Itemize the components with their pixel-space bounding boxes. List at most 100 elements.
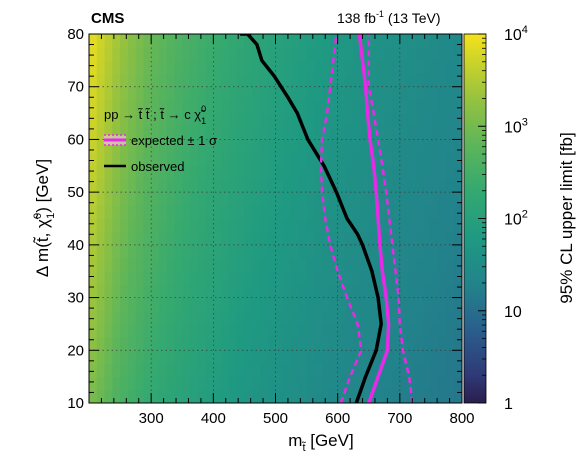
heatmap-cell [190,34,199,48]
heatmap-cell [423,350,432,365]
heatmap-cell [213,258,222,272]
heatmap-cell [360,126,370,141]
heatmap-cell [120,337,129,351]
y-axis-title: Δ m(t̃, χ̃01) [GeV] [32,159,57,277]
heatmap-cell [120,310,129,325]
heatmap-cell [151,323,160,338]
heatmap-cell [275,284,284,299]
heatmap-cell [213,113,222,127]
heatmap-cell [283,60,292,75]
heatmap-cell [190,231,199,246]
heatmap-cell [259,47,269,61]
heatmap-cell [190,323,199,338]
heatmap-cell [236,284,246,299]
heatmap-cell [259,218,269,233]
heatmap-cell [221,139,230,154]
heatmap-cell [360,231,370,246]
heatmap-cell [89,86,98,101]
heatmap-cell [197,60,207,75]
heatmap-cell [322,350,331,365]
heatmap-cell [104,165,113,180]
heatmap-cell [104,297,113,312]
heatmap-cell [337,165,347,180]
heatmap-cell [236,376,246,391]
heatmap-cell [174,99,183,114]
heatmap-cell [104,47,113,61]
heatmap-cell [112,73,121,88]
heatmap-cell [236,139,246,154]
heatmap-cell [205,258,214,272]
heatmap-cell [329,73,339,88]
heatmap-cell [298,113,308,127]
heatmap-cell [337,99,347,114]
heatmap-cell [213,205,222,220]
heatmap-cell [120,178,129,193]
heatmap-cell [252,376,261,391]
heatmap-cell [314,389,323,403]
heatmap-cell [197,126,207,141]
heatmap-cell [151,284,160,299]
heatmap-cell [384,284,393,299]
heatmap-cell [415,192,424,206]
heatmap-cell [430,126,440,141]
heatmap-cell [166,139,176,154]
heatmap-cell [314,350,323,365]
heatmap-cells [89,34,462,403]
heatmap-cell [143,60,152,75]
heatmap-cell [446,258,455,272]
heatmap-cell [267,244,277,259]
heatmap-cell [430,258,440,272]
heatmap-cell [415,139,424,154]
heatmap-cell [392,113,401,127]
heatmap-cell [252,363,261,378]
heatmap-cell [166,244,176,259]
heatmap-cell [190,126,199,141]
heatmap-cell [104,126,113,141]
heatmap-cell [306,205,315,220]
heatmap-cell [120,323,129,338]
heatmap-cell [399,34,409,48]
heatmap-cell [135,205,144,220]
heatmap-cell [190,363,199,378]
heatmap-cell [314,231,323,246]
heatmap-cell [96,376,106,391]
heatmap-cell [337,376,347,391]
heatmap-cell [399,165,409,180]
heatmap-cell [430,350,440,365]
heatmap-cell [166,34,176,48]
heatmap-cell [244,113,253,127]
heatmap-cell [368,126,378,141]
heatmap-cell [376,126,385,141]
heatmap-cell [205,178,214,193]
heatmap-cell [430,60,440,75]
heatmap-cell [143,310,152,325]
heatmap-cell [384,178,393,193]
heatmap-cell [182,376,191,391]
heatmap-cell [446,152,455,167]
heatmap-cell [376,113,385,127]
heatmap-cell [267,60,277,75]
heatmap-cell [384,165,393,180]
heatmap-cell [353,310,362,325]
heatmap-cell [166,271,176,285]
heatmap-cell [89,376,98,391]
heatmap-cell [283,310,292,325]
heatmap-cell [345,178,354,193]
heatmap-cell [221,284,230,299]
heatmap-cell [415,218,424,233]
heatmap-cell [151,152,160,167]
heatmap-cell [120,231,129,246]
heatmap-cell [314,60,323,75]
heatmap-cell [399,231,409,246]
heatmap-cell [158,258,168,272]
heatmap-cell [345,73,354,88]
heatmap-cell [151,389,160,403]
heatmap-cell [306,284,315,299]
heatmap-cell [322,152,331,167]
heatmap-cell [96,284,106,299]
heatmap-cell [236,231,246,246]
heatmap-cell [112,297,121,312]
heatmap-cell [244,310,253,325]
colorbar-axis: 1 10 102 103 104 [478,24,528,413]
heatmap-cell [415,99,424,114]
